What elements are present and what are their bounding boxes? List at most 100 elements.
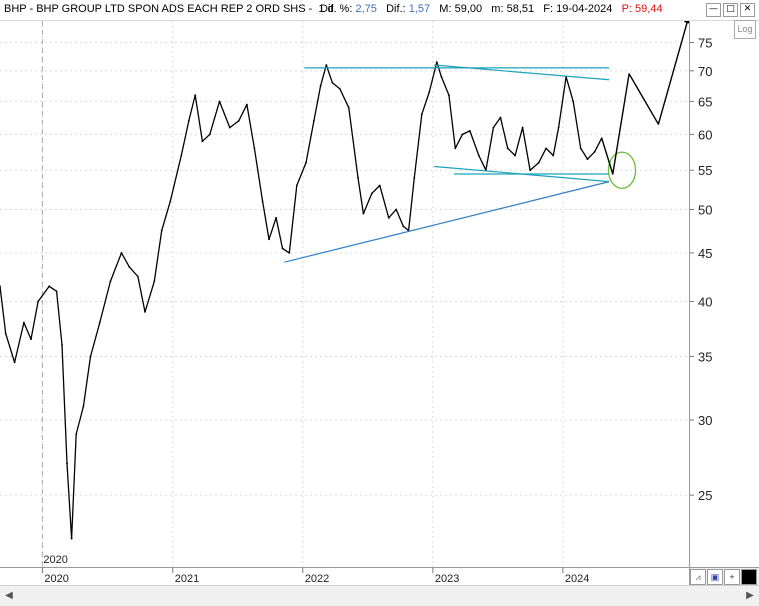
price-point — [281, 247, 284, 250]
dif-pct-label: Dif. %: — [320, 3, 353, 15]
max-label: M: — [439, 3, 452, 15]
y-tick-label: 65 — [698, 94, 712, 109]
x-tick-label: 2024 — [565, 573, 589, 585]
price-point — [13, 361, 16, 364]
price-point — [338, 87, 341, 90]
date-value: 19-04-2024 — [556, 3, 613, 15]
price-point — [387, 216, 390, 219]
projection-line — [601, 15, 690, 175]
y-tick-label: 70 — [698, 64, 712, 79]
price-axis-svg: 25 30 35 40 45 50 55 60 65 70 75 — [690, 35, 712, 503]
add-icon[interactable]: + — [724, 569, 740, 585]
window-controls: — □ ✕ — [706, 3, 755, 17]
price-point — [499, 116, 502, 119]
price-point — [160, 229, 163, 232]
price-point — [461, 133, 464, 136]
save-icon[interactable]: ▣ — [707, 569, 723, 585]
price-point — [331, 81, 334, 84]
dif-value: 1,57 — [408, 3, 431, 15]
x-tick-label: 2020 — [44, 573, 68, 585]
price-point — [201, 140, 204, 143]
price-point — [521, 126, 524, 129]
price-point — [325, 64, 328, 66]
axis-corner-tools: ⩘ ▣ + — [689, 567, 759, 585]
price-point — [447, 94, 450, 96]
x-tick-label: 2022 — [305, 573, 329, 585]
price-point — [402, 225, 405, 228]
price-point — [492, 126, 495, 129]
price-point — [128, 265, 131, 268]
price-point — [537, 161, 540, 164]
price-point — [48, 285, 51, 288]
price-point — [75, 433, 78, 435]
price-line — [0, 61, 603, 540]
price-point — [545, 147, 548, 150]
timeframe-label: 1 d — [318, 3, 334, 15]
price-point — [169, 200, 172, 203]
price-axis[interactable]: 25 30 35 40 45 50 55 60 65 70 75 — [689, 21, 759, 567]
price-point — [514, 154, 517, 157]
scroll-left-icon[interactable]: ◀ — [5, 590, 13, 601]
scroll-right-icon[interactable]: ▶ — [746, 590, 754, 601]
price-point — [557, 126, 560, 129]
price-point — [477, 154, 480, 157]
cursor-date-label: 2020 — [43, 554, 67, 566]
min-value: 58,51 — [506, 3, 535, 15]
y-tick-label: 55 — [698, 163, 712, 178]
price-point — [529, 169, 532, 172]
price-point — [70, 537, 73, 540]
price-point — [579, 147, 582, 150]
price-point — [89, 355, 92, 358]
price-point — [37, 300, 40, 303]
price-point — [187, 119, 190, 122]
min-label: m: — [491, 3, 504, 15]
price-point — [228, 126, 231, 129]
price-point — [347, 106, 350, 109]
close-button[interactable]: ✕ — [740, 3, 755, 17]
x-tick-label: 2021 — [175, 573, 199, 585]
trendline — [284, 181, 610, 263]
y-tick-label: 25 — [698, 488, 712, 503]
horizontal-scrollbar[interactable]: ◀ ▶ — [0, 585, 759, 606]
price-point — [586, 158, 589, 161]
minimize-button[interactable]: — — [706, 3, 721, 17]
dif-pct-value: 2,75 — [355, 3, 377, 15]
price-point — [109, 280, 112, 283]
price-point — [55, 290, 58, 293]
y-tick-label: 60 — [698, 127, 712, 142]
max-value: 59,00 — [454, 3, 483, 15]
price-point — [319, 84, 322, 87]
background-color-icon[interactable] — [741, 569, 757, 585]
target-ellipse — [607, 151, 637, 190]
price-point — [420, 113, 423, 116]
price-point — [136, 275, 139, 278]
price-point — [82, 405, 85, 408]
price-point — [120, 252, 123, 254]
price-point — [552, 154, 555, 157]
price-point — [153, 280, 156, 283]
price-point — [440, 75, 443, 78]
price-point — [288, 252, 291, 254]
symbol-label: BHP — [4, 3, 27, 15]
price-point — [428, 91, 431, 93]
dif-label: Dif.: — [386, 3, 406, 15]
chart-type-icon[interactable]: ⩘ — [690, 569, 706, 585]
restore-button[interactable]: □ — [723, 3, 738, 17]
price-point — [469, 130, 471, 132]
security-name: BHP GROUP LTD SPON ADS EACH REP 2 ORD SH… — [36, 3, 306, 15]
trendline — [434, 64, 610, 81]
y-tick-label: 35 — [698, 349, 712, 364]
price-point — [454, 147, 457, 150]
x-tick-label: 2023 — [435, 573, 459, 585]
price-point — [357, 176, 359, 179]
price-chart[interactable]: 2020 — [0, 15, 690, 567]
price-point — [268, 238, 270, 241]
time-axis[interactable]: 2020 2021 2022 2023 2024 — [0, 567, 689, 585]
plot-area[interactable]: 2020 — [0, 15, 690, 567]
y-tick-label: 45 — [698, 246, 712, 261]
log-scale-button[interactable]: Log — [734, 20, 756, 39]
price-point — [378, 184, 381, 187]
price-point — [295, 184, 298, 187]
price-point — [180, 154, 183, 157]
price-value: 59,44 — [635, 3, 663, 15]
